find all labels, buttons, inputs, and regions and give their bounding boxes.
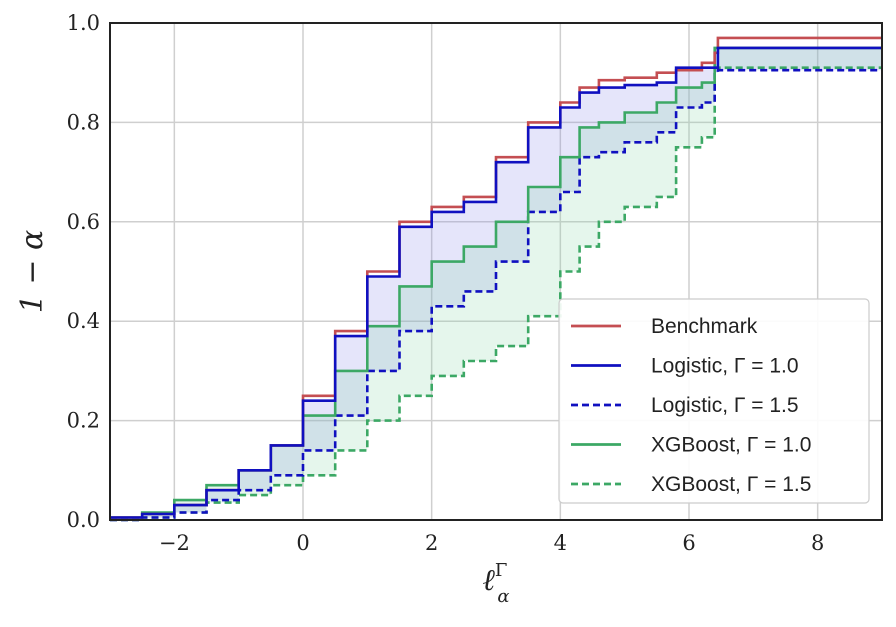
y-tick-label: 0.0: [67, 508, 100, 532]
series-line-logistic-dashed: [110, 68, 882, 522]
y-axis-title: 1 − α: [15, 230, 50, 314]
x-axis-title: ℓΓ α: [482, 560, 509, 607]
legend-label: Logistic, Γ = 1.5: [651, 394, 799, 417]
y-tick-label: 0.8: [67, 110, 100, 134]
legend-label: Logistic, Γ = 1.0: [651, 355, 799, 378]
x-tick-label: 8: [811, 531, 824, 555]
x-axis-title-sup: Γ: [495, 560, 508, 581]
x-axis-title-sub: α: [497, 586, 509, 607]
x-tick-label: 4: [554, 531, 567, 555]
y-axis-label: 1 − α: [15, 230, 50, 314]
legend-label: Benchmark: [651, 315, 758, 338]
y-tick-label: 0.6: [67, 210, 100, 234]
y-tick-label: 0.4: [67, 309, 100, 333]
series-line-xgboost-dashed: [110, 66, 882, 522]
legend: Benchmark Logistic, Γ = 1.0 Logistic, Γ = …: [558, 298, 870, 504]
series-line-logistic: [110, 46, 882, 519]
x-axis-title-main: ℓ: [482, 563, 495, 598]
x-tick-label: 0: [296, 531, 309, 555]
legend-label: XGBoost, Γ = 1.0: [651, 434, 811, 457]
x-axis-label: ℓΓ α: [482, 560, 509, 607]
y-tick-label: 1.0: [67, 11, 100, 35]
tick-labels: −2 0 2 4 6 8 0.0 0.2 0.4 0.6 0.8 1.0: [67, 11, 825, 555]
legend-box: [558, 298, 870, 504]
y-tick-label: 0.2: [67, 409, 100, 433]
plot-frame: [109, 22, 883, 521]
x-tick-label: 2: [425, 531, 438, 555]
x-tick-label: 6: [682, 531, 695, 555]
x-tick-label: −2: [159, 531, 190, 555]
series-lines: [110, 36, 882, 522]
legend-label: XGBoost, Γ = 1.5: [651, 473, 811, 496]
